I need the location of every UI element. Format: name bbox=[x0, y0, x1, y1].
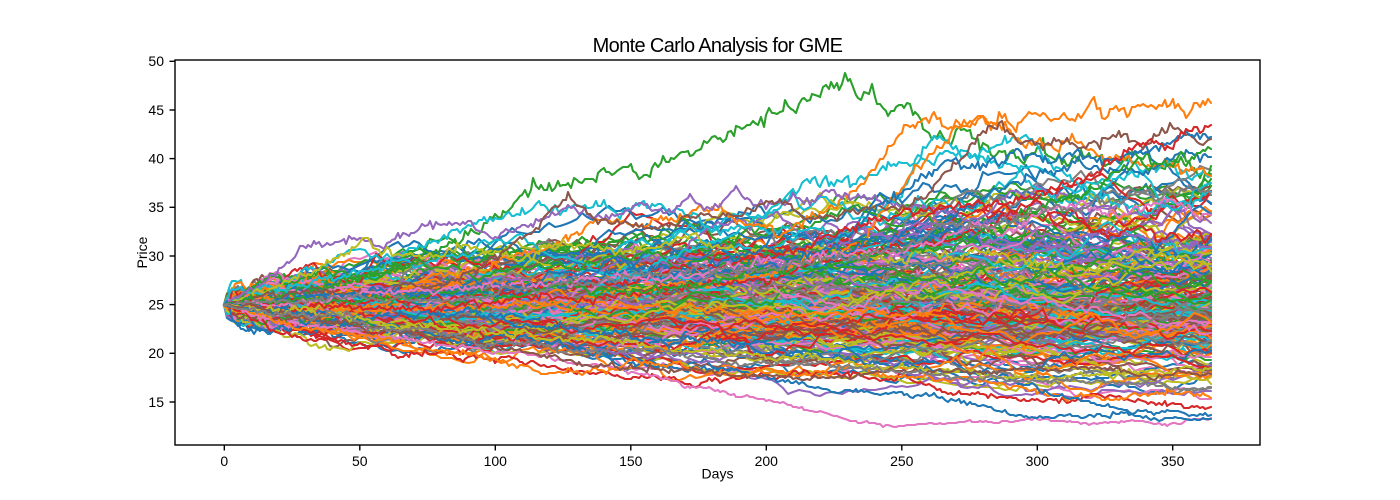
svg-text:150: 150 bbox=[619, 453, 643, 469]
svg-text:50: 50 bbox=[352, 453, 368, 469]
svg-text:30: 30 bbox=[148, 248, 164, 264]
svg-text:300: 300 bbox=[1026, 453, 1050, 469]
svg-text:Monte Carlo Analysis for GME: Monte Carlo Analysis for GME bbox=[593, 35, 843, 57]
svg-text:25: 25 bbox=[148, 297, 164, 313]
svg-text:45: 45 bbox=[148, 102, 164, 118]
svg-text:250: 250 bbox=[890, 453, 914, 469]
svg-text:35: 35 bbox=[148, 199, 164, 215]
svg-text:100: 100 bbox=[484, 453, 508, 469]
svg-text:350: 350 bbox=[1161, 453, 1185, 469]
svg-text:15: 15 bbox=[148, 394, 164, 410]
svg-text:20: 20 bbox=[148, 345, 164, 361]
svg-text:Days: Days bbox=[702, 466, 734, 482]
svg-text:200: 200 bbox=[755, 453, 779, 469]
svg-text:0: 0 bbox=[220, 453, 228, 469]
svg-text:40: 40 bbox=[148, 151, 164, 167]
svg-text:Price: Price bbox=[134, 236, 150, 268]
svg-text:50: 50 bbox=[148, 53, 164, 69]
